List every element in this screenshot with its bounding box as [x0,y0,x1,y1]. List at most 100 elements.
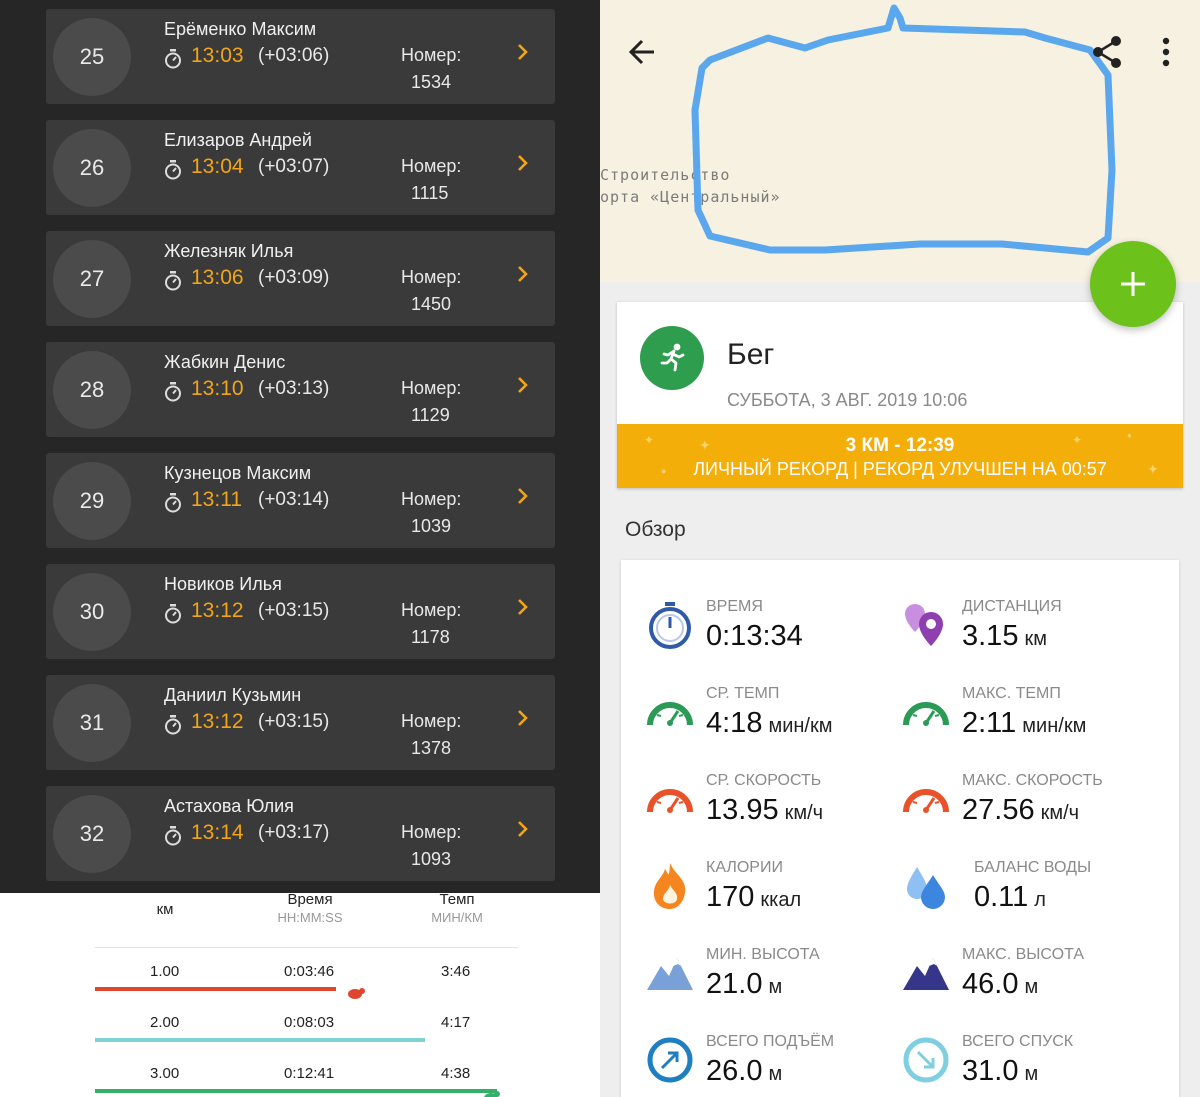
fastest-split-icon [482,1087,502,1097]
running-icon [640,326,704,390]
chevron-right-icon[interactable] [516,41,530,63]
stat-number: 0:13:34 [706,620,803,652]
rank-badge: 31 [53,684,131,762]
speedometer-icon [901,774,951,824]
stat-unit: л [1034,889,1046,911]
bib-label: Номер: [401,156,462,176]
stopwatch-icon [164,604,182,624]
svg-text:✦: ✦ [699,437,711,453]
finish-time: 13:10 [191,377,244,400]
time-gap: (+03:13) [258,378,330,399]
activity-screen: Строительство орта «Центральный» [600,0,1200,1097]
stat-label: МИН. ВЫСОТА [706,946,820,963]
stopwatch-icon [164,382,182,402]
rank-badge: 32 [53,795,131,873]
runner-card[interactable]: 30 Новиков Илья 13:12 (+03:15) Номер: 1178 [46,564,555,659]
rank-badge: 30 [53,573,131,651]
runner-card[interactable]: 29 Кузнецов Максим 13:11 (+03:14) Номер: 1039 [46,453,555,548]
stat-label: МАКС. ВЫСОТА [962,946,1084,963]
runner-card[interactable]: 27 Железняк Илья 13:06 (+03:09) Номер: 1450 [46,231,555,326]
stat-value: 0.11 л [974,881,1046,914]
speedometer-icon [645,774,695,824]
add-button[interactable] [1090,241,1176,327]
stat-label: СР. ТЕМП [706,685,780,702]
bib-label: Номер: [401,711,462,731]
record-description: ЛИЧНЫЙ РЕКОРД | РЕКОРД УЛУЧШЕН НА 00:57 [693,459,1107,479]
stat-label: ДИСТАНЦИЯ [962,598,1062,615]
col-header-pace: Темп [439,891,475,908]
runner-card[interactable]: 28 Жабкин Денис 13:10 (+03:13) Номер: 1129 [46,342,555,437]
finish-time: 13:12 [191,599,244,622]
stat-unit: км/ч [1040,802,1080,824]
runner-card[interactable]: 32 Астахова Юлия 13:14 (+03:17) Номер: 1093 [46,786,555,881]
time-gap: (+03:15) [258,711,330,732]
time-gap: (+03:09) [258,267,330,288]
split-km: 3.00 [150,1065,180,1082]
location-pins-icon [901,600,951,650]
chevron-right-icon[interactable] [516,485,530,507]
stat-unit: м [1024,976,1039,998]
runner-name: Ерёменко Максим [164,19,317,39]
chevron-right-icon[interactable] [516,707,530,729]
svg-text:✦: ✦ [1147,461,1159,477]
stat-value: 170 ккал [706,881,801,914]
stopwatch-icon [164,271,182,291]
chevron-right-icon[interactable] [516,374,530,396]
share-button[interactable] [1088,32,1128,72]
finish-time: 13:04 [191,155,244,178]
runner-card[interactable]: 26 Елизаров Андрей 13:04 (+03:07) Номер: 1115 [46,120,555,215]
bib-number: 1178 [411,627,450,647]
time-gap: (+03:17) [258,822,330,843]
split-pace-bar [95,987,336,991]
time-gap: (+03:15) [258,600,330,621]
map-label-line2: орта «Центральный» [600,188,781,206]
activity-summary-card[interactable]: Бег СУББОТА, 3 АВГ. 2019 10:06 ✦ ✦ ● ✦ ●… [617,302,1183,488]
stat-label: КАЛОРИИ [706,859,783,876]
stopwatch-icon [645,600,695,650]
col-subheader-time: HH:MM:SS [277,910,343,925]
bib-number: 1378 [411,738,452,758]
stat-value: 31.0 м [962,1055,1038,1088]
runner-card[interactable]: 31 Даниил Кузьмин 13:12 (+03:15) Номер: 1378 [46,675,555,770]
chevron-right-icon[interactable] [516,263,530,285]
stat-value: 4:18 мин/км [706,707,832,740]
bib-label: Номер: [401,822,462,842]
stat-value: 26.0 м [706,1055,782,1088]
split-pace-bar [95,1038,425,1042]
split-pace: 4:17 [441,1014,471,1031]
activity-date: СУББОТА, 3 АВГ. 2019 10:06 [727,390,968,410]
splits-table: км Время HH:MM:SS Темп МИН/КМ 1.00 0:03:4… [0,891,600,1097]
stat-number: 31.0 [962,1055,1019,1087]
runner-card[interactable]: 25 Ерёменко Максим 13:03 (+03:06) Номер: 1534 [46,9,555,104]
gauge-icon [645,687,695,737]
bib-label: Номер: [401,378,462,398]
svg-text:●: ● [1127,431,1132,440]
split-km: 2.00 [150,1014,180,1031]
chevron-right-icon[interactable] [516,818,530,840]
arrow-left-icon [628,39,654,65]
activity-title: Бег [727,338,775,371]
route-path [691,4,1116,256]
more-vert-icon [1162,37,1170,67]
stat-value: 27.56 км/ч [962,794,1079,827]
more-options-button[interactable] [1146,32,1186,72]
bib-number: 1093 [411,849,452,869]
split-pace: 3:46 [441,963,471,980]
stat-label: СР. СКОРОСТЬ [706,772,822,789]
back-button[interactable] [624,32,664,72]
route-map[interactable]: Строительство орта «Центральный» [600,0,1200,282]
stat-value: 3.15 км [962,620,1047,653]
header-divider [95,947,518,948]
stopwatch-icon [164,715,182,735]
runner-name: Елизаров Андрей [164,130,312,150]
chevron-right-icon[interactable] [516,152,530,174]
personal-record-banner[interactable]: ✦ ✦ ● ✦ ● ✦ 3 КМ - 12:39 ЛИЧНЫЙ РЕКОРД |… [617,424,1183,488]
stat-number: 46.0 [962,968,1019,1000]
runner-name: Кузнецов Максим [164,463,312,483]
chevron-right-icon[interactable] [516,596,530,618]
share-icon [1093,36,1121,68]
gauge-icon [901,687,951,737]
record-distance-time: 3 КМ - 12:39 [845,435,955,456]
stopwatch-icon [164,493,182,513]
overview-heading: Обзор [625,518,686,541]
